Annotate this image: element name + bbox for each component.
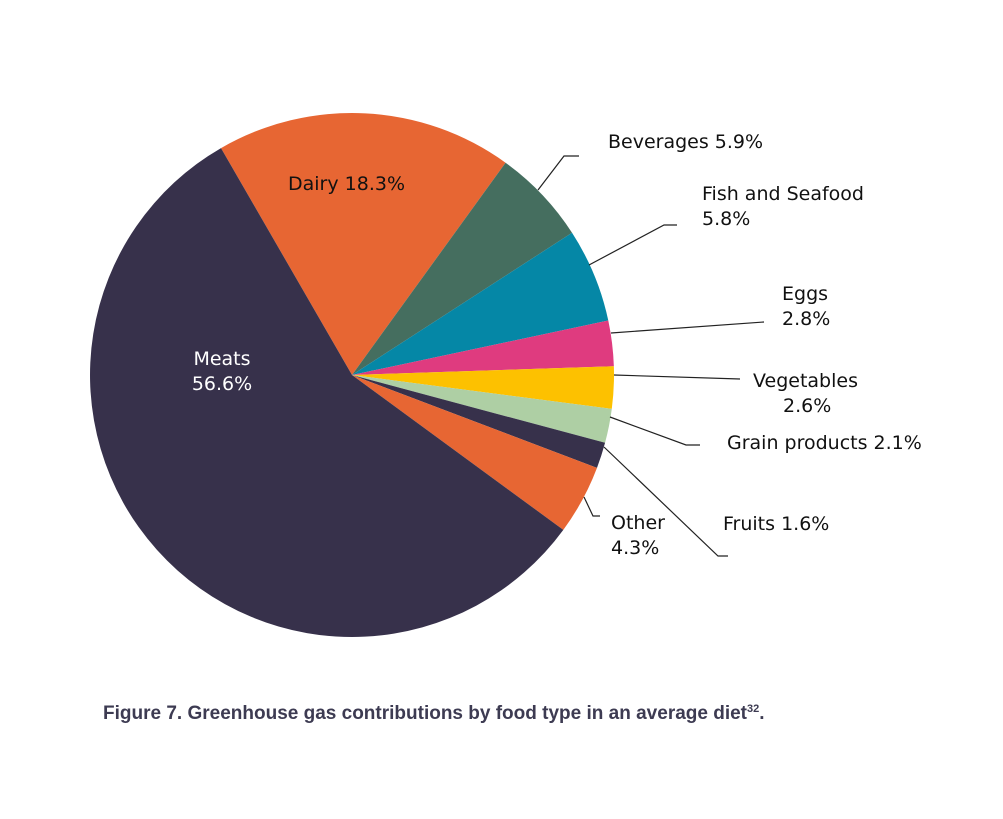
slice-label-eggs: Eggs 2.8% bbox=[782, 283, 830, 330]
leader-line-fish-and-seafood bbox=[588, 224, 677, 266]
slice-label-other: Other 4.3% bbox=[611, 512, 665, 559]
slice-label-vegetables: Vegetables 2.6% bbox=[753, 370, 858, 417]
caption-reference: 32 bbox=[747, 703, 760, 715]
slice-label-fish-and-seafood: Fish and Seafood 5.8% bbox=[702, 183, 864, 230]
slice-label-grain-products: Grain products 2.1% bbox=[727, 432, 922, 454]
leader-line-beverages bbox=[537, 155, 579, 191]
pie-slice-dairy bbox=[221, 112, 506, 376]
pie-slice-fish-and-seafood bbox=[352, 232, 609, 375]
caption-text: Figure 7. Greenhouse gas contributions b… bbox=[103, 703, 748, 724]
pie-slice-grain-products bbox=[352, 375, 612, 443]
pie-slice-vegetables bbox=[352, 366, 614, 409]
leader-line-other bbox=[583, 496, 600, 517]
leader-line-eggs bbox=[610, 321, 765, 334]
slice-label-fruits: Fruits 1.6% bbox=[723, 513, 829, 535]
pie-slice-fruits bbox=[352, 375, 606, 468]
pie-slice-eggs bbox=[352, 320, 614, 375]
leader-line-vegetables bbox=[613, 374, 741, 380]
slice-label-beverages: Beverages 5.9% bbox=[608, 131, 763, 153]
leader-line-fruits bbox=[603, 446, 728, 557]
slice-label-meats: Meats 56.6% bbox=[192, 348, 252, 395]
pie-slice-beverages bbox=[352, 162, 573, 375]
pie-slice-meats bbox=[90, 148, 564, 637]
leader-line-grain-products bbox=[609, 416, 700, 446]
caption-end: . bbox=[759, 703, 765, 724]
pie-slice-other bbox=[352, 375, 597, 530]
figure-caption: Figure 7. Greenhouse gas contributions b… bbox=[103, 703, 765, 725]
slice-label-dairy: Dairy 18.3% bbox=[288, 173, 405, 195]
